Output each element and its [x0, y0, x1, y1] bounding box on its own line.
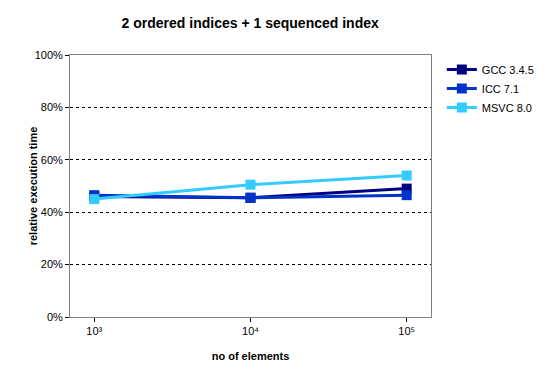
- svg-text:2 ordered indices + 1 sequence: 2 ordered indices + 1 sequenced index: [122, 15, 379, 31]
- svg-text:no of elements: no of elements: [212, 350, 290, 362]
- svg-text:0%: 0%: [47, 311, 63, 323]
- svg-text:10⁵: 10⁵: [398, 325, 415, 337]
- svg-text:80%: 80%: [41, 101, 63, 113]
- svg-text:40%: 40%: [41, 206, 63, 218]
- svg-text:ICC 7.1: ICC 7.1: [482, 83, 519, 95]
- svg-text:60%: 60%: [41, 154, 63, 166]
- svg-text:10⁴: 10⁴: [242, 325, 259, 337]
- svg-text:GCC 3.4.5: GCC 3.4.5: [482, 64, 534, 76]
- svg-text:20%: 20%: [41, 258, 63, 270]
- svg-text:10³: 10³: [86, 325, 102, 337]
- svg-text:relative execution time: relative execution time: [27, 127, 39, 246]
- svg-text:MSVC 8.0: MSVC 8.0: [482, 102, 532, 114]
- svg-text:100%: 100%: [35, 49, 63, 61]
